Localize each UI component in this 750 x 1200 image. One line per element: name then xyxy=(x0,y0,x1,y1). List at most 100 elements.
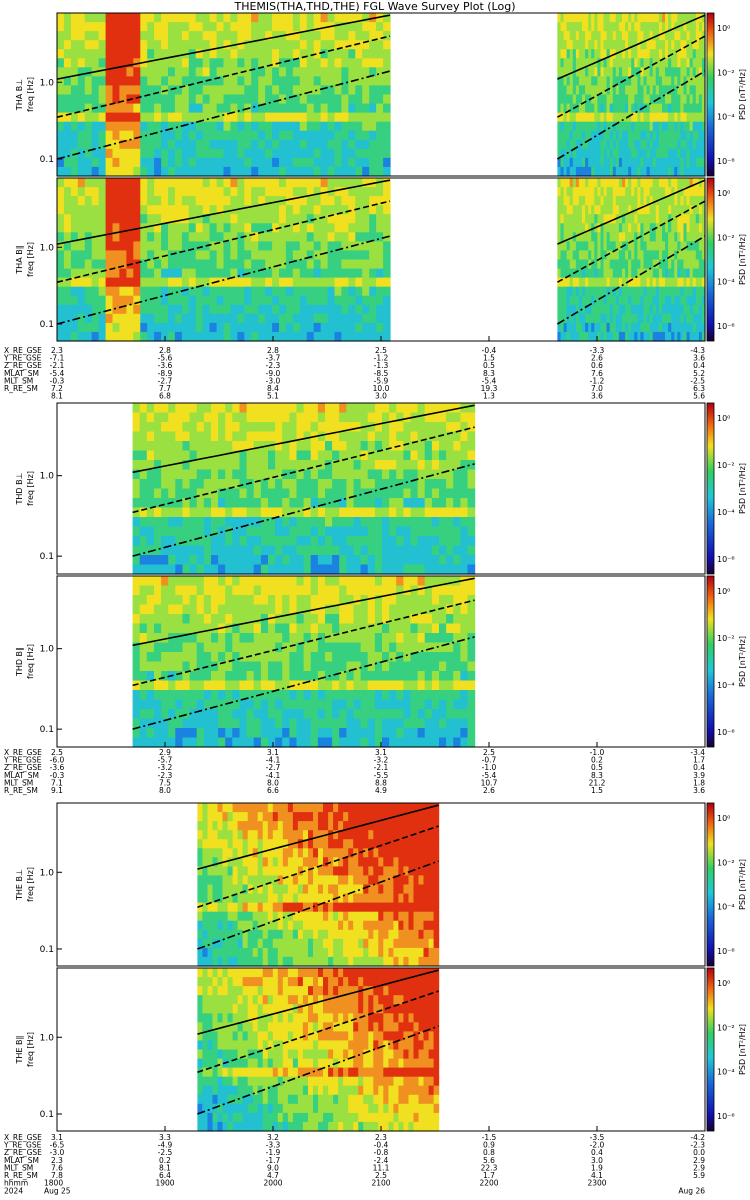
spectrogram-cell xyxy=(597,223,602,233)
spectrogram-cell xyxy=(585,259,589,270)
spectrogram-cell xyxy=(618,205,623,215)
spectrogram-cell xyxy=(147,187,155,197)
spectrogram-cell xyxy=(606,331,611,342)
spectrogram-cell xyxy=(161,304,169,315)
spectrogram-cell xyxy=(181,139,190,150)
spectrogram-cell xyxy=(662,49,666,59)
spectrogram-cell xyxy=(168,718,176,729)
spectrogram-cell xyxy=(105,286,114,297)
spectrogram-cell xyxy=(341,130,349,141)
spectrogram-cell xyxy=(618,40,623,50)
spectrogram-cell xyxy=(348,94,356,105)
spectrogram-cell xyxy=(181,112,190,123)
spectrogram-cell xyxy=(389,545,397,556)
spectrogram-cell xyxy=(161,576,169,587)
spectrogram-cell xyxy=(396,431,404,442)
spectrogram-cell xyxy=(265,232,273,242)
spectrogram-cell xyxy=(313,259,322,270)
spectrogram-cell xyxy=(239,403,248,414)
spectrogram-cell xyxy=(218,680,226,691)
spectrogram-cell xyxy=(622,187,626,197)
spectrogram-cell xyxy=(677,112,681,123)
spectrogram-cell xyxy=(232,633,240,644)
spectrogram-cell xyxy=(594,103,598,114)
spectrogram-cell xyxy=(105,103,114,114)
spectrogram-cell xyxy=(272,103,280,114)
spectrogram-cell xyxy=(211,728,219,739)
spectrogram-cell xyxy=(701,313,706,324)
spectrogram-cell xyxy=(253,498,262,509)
spectrogram-cell xyxy=(572,157,577,168)
spectrogram-cell xyxy=(154,304,162,315)
spectrogram-cell xyxy=(225,517,233,528)
spectrogram-cell xyxy=(320,214,329,224)
spectrogram-cell xyxy=(410,403,419,414)
spectrogram-cell xyxy=(223,157,231,168)
colorbar-label: PSD [nT²/Hz] xyxy=(738,463,747,514)
spectrogram-cell xyxy=(634,13,638,23)
spectrogram-cell xyxy=(339,728,347,739)
spectrogram-cell xyxy=(612,40,617,50)
spectrogram-cell xyxy=(339,431,347,442)
spectrogram-cell xyxy=(662,214,666,224)
spectrogram-cell xyxy=(154,585,162,596)
spectrogram-cell xyxy=(634,67,638,77)
spectrogram-cell xyxy=(230,187,238,197)
spectrogram-cell xyxy=(237,112,245,123)
spectrogram-cell xyxy=(303,412,312,423)
spectrogram-cell xyxy=(195,259,204,270)
spectrogram-cell xyxy=(410,517,419,528)
spectrogram-cell xyxy=(258,196,266,206)
spectrogram-cell xyxy=(253,737,262,748)
spectrogram-cell xyxy=(662,13,666,23)
colorbar-label: PSD [nT²/Hz] xyxy=(738,69,747,120)
spectrogram-cell xyxy=(332,507,340,518)
spectrogram-cell xyxy=(603,331,608,342)
spectrogram-cell xyxy=(303,469,312,480)
spectrogram-cell xyxy=(147,313,155,324)
spectrogram-cell xyxy=(689,286,694,297)
spectrogram-cell xyxy=(341,103,349,114)
spectrogram-cell xyxy=(98,223,107,233)
spectrogram-cell xyxy=(677,223,681,233)
spectrogram-cell xyxy=(244,148,252,159)
spectrogram-cell xyxy=(332,536,340,547)
spectrogram-cell xyxy=(126,40,134,50)
spectrogram-cell xyxy=(272,241,280,252)
spectrogram-cell xyxy=(334,196,342,206)
spectrogram-cell xyxy=(299,223,308,233)
spectrogram-cell xyxy=(317,604,326,615)
spectrogram-cell xyxy=(332,737,340,748)
spectrogram-cell xyxy=(569,268,574,279)
spectrogram-cell xyxy=(362,166,370,177)
spectrogram-cell xyxy=(557,49,562,59)
spectrogram-cell xyxy=(362,94,370,105)
spectrogram-cell xyxy=(625,268,629,279)
spectrogram-cell xyxy=(369,121,377,132)
spectrogram-cell xyxy=(275,517,283,528)
spectrogram-cell xyxy=(237,322,245,333)
spectrogram-cell xyxy=(63,259,72,270)
spectrogram-cell xyxy=(622,286,626,297)
spectrogram-cell xyxy=(563,85,568,96)
spectrogram-cell xyxy=(603,13,608,23)
spectrogram-cell xyxy=(649,187,654,197)
spectrogram-cell xyxy=(594,304,598,315)
spectrogram-cell xyxy=(674,67,678,77)
spectrogram-cell xyxy=(460,422,469,433)
spectrogram-cell xyxy=(154,526,162,537)
spectrogram-cell xyxy=(168,737,176,748)
spectrogram-cell xyxy=(588,178,592,188)
spectrogram-cell xyxy=(677,130,681,141)
spectrogram-cell xyxy=(410,460,419,471)
spectrogram-cell xyxy=(566,85,571,96)
spectrogram-cell xyxy=(692,250,697,261)
spectrogram-cell xyxy=(646,277,651,288)
spectrogram-cell xyxy=(695,277,700,288)
spectrogram-cell xyxy=(367,595,376,606)
spectrogram-cell xyxy=(600,187,605,197)
spectrogram-cell xyxy=(232,642,240,653)
spectrogram-cell xyxy=(369,85,377,96)
